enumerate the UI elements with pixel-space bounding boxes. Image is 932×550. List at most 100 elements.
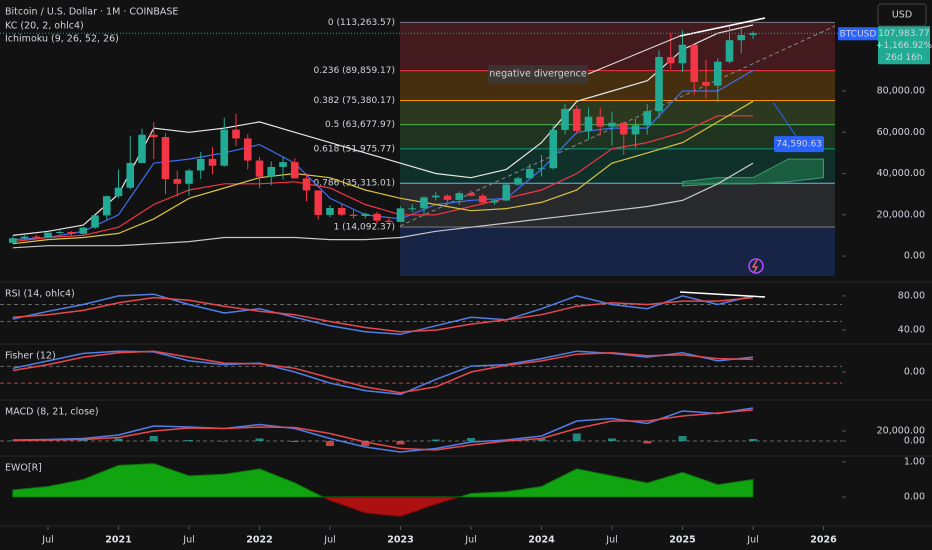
histogram-bar — [713, 441, 722, 442]
x-tick-label: 2025 — [669, 535, 695, 546]
candle-body — [91, 215, 99, 228]
overlay-line — [12, 115, 753, 243]
divergence-line — [679, 291, 766, 298]
background-layer — [0, 21, 842, 442]
indicator-line — [12, 409, 754, 451]
candle-body — [349, 214, 358, 216]
x-tick-label: Jul — [605, 535, 617, 546]
candle-body — [619, 122, 628, 135]
candle-body — [702, 82, 710, 86]
fib-label: 0.5 (63,677.97) — [325, 120, 395, 130]
candle-body — [196, 158, 205, 171]
candle-body — [67, 232, 76, 234]
histogram-bar — [255, 438, 264, 441]
trend-line — [399, 25, 836, 227]
candle-body — [232, 129, 240, 139]
fib-zone — [400, 183, 835, 227]
divergence-line — [587, 35, 681, 75]
histogram-bar — [114, 438, 123, 441]
candle-body — [502, 184, 511, 201]
histogram-bar — [361, 441, 370, 446]
fib-zone — [400, 100, 835, 125]
candle-body — [431, 195, 440, 198]
candle-body — [8, 238, 17, 243]
candle-body — [267, 166, 276, 177]
y-tick-label: 20,000.00 — [877, 209, 925, 220]
fib-zone — [400, 70, 835, 101]
candle-body — [373, 213, 381, 221]
candle-body — [126, 162, 135, 188]
x-tick-label: Jul — [323, 535, 335, 546]
candle-body — [584, 116, 593, 131]
logo-icon — [748, 258, 764, 274]
low-marker-label: 74,590.63 — [776, 140, 822, 150]
fib-label: 0.382 (75,380.17) — [314, 96, 395, 106]
candle-body — [185, 170, 193, 184]
area-positive — [12, 463, 754, 498]
overlay-line — [12, 100, 754, 245]
candle-body — [384, 220, 393, 222]
histogram-bar — [79, 440, 88, 441]
candle-body — [314, 190, 323, 215]
symbol-box — [838, 27, 878, 41]
currency-button[interactable] — [877, 3, 927, 27]
divergence-line — [679, 17, 766, 37]
y-tick-label: 1.00 — [904, 456, 925, 467]
indicator-line — [12, 350, 754, 394]
candle-body — [114, 187, 123, 197]
candle-body — [420, 197, 428, 209]
annotation-box — [488, 65, 588, 83]
ichimoku-cloud — [682, 158, 824, 187]
x-tick-label: Jul — [464, 535, 476, 546]
x-tick-label: 2023 — [387, 535, 413, 546]
histogram-bar — [149, 436, 158, 441]
fib-label: 0 (113,263.57) — [328, 18, 395, 28]
change: +1,166.92% — [876, 41, 932, 51]
chart-title: Bitcoin / U.S. Dollar · 1M · COINBASE — [5, 7, 178, 18]
candle-body — [561, 108, 569, 130]
indicator-title: Ichimoku (9, 26, 52, 26) — [5, 34, 119, 45]
candle-body — [749, 33, 757, 35]
plot-layer: 0.0020,000.0040,000.0060,000.0080,000.00… — [0, 7, 932, 546]
candle-body — [396, 208, 405, 222]
candle-body — [279, 162, 287, 167]
candle-body — [467, 193, 475, 196]
fib-label: 0.786 (35,315.01) — [314, 179, 395, 189]
currency[interactable]: USD — [892, 10, 912, 21]
histogram-bar — [431, 439, 440, 441]
candle-body — [537, 168, 546, 170]
y-tick-label: 0.00 — [904, 251, 925, 262]
countdown: 26d 16h — [885, 53, 922, 63]
candle-body — [678, 44, 687, 64]
fib-label: 1 (14,092.37) — [334, 222, 395, 232]
histogram-bar — [608, 438, 616, 441]
histogram-bar — [467, 438, 475, 441]
candle-body — [725, 40, 734, 62]
candle-body — [79, 227, 88, 234]
overlay-line — [12, 69, 754, 241]
candle-body — [737, 34, 746, 41]
indicator-title: KC (20, 2, ohlc4) — [5, 21, 84, 32]
candle-body — [337, 208, 346, 215]
y-tick-label: 40.00 — [898, 325, 925, 336]
candle-body — [713, 61, 722, 86]
candle-body — [608, 122, 616, 127]
candle-body — [55, 232, 64, 234]
x-tick-label: 2022 — [246, 535, 272, 546]
y-tick-label: 40,000.00 — [877, 168, 925, 179]
histogram-bar — [8, 440, 17, 441]
candle-body — [631, 125, 640, 135]
histogram-bar — [185, 440, 193, 441]
low-marker-arrow — [772, 101, 797, 137]
symbol: BTCUSD — [840, 29, 877, 39]
candle-body — [490, 200, 499, 203]
y-tick-label: 20,000.00 — [877, 426, 925, 437]
y-tick-label: 80,000.00 — [877, 85, 925, 96]
candle-body — [443, 195, 452, 200]
y-tick-label: 80.00 — [898, 290, 925, 301]
x-tick-label: 2026 — [810, 535, 837, 546]
histogram-bar — [290, 441, 299, 442]
candle-body — [173, 179, 182, 184]
